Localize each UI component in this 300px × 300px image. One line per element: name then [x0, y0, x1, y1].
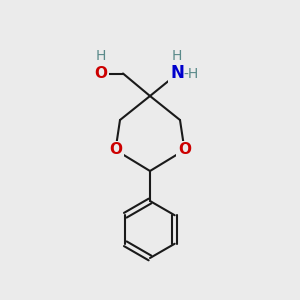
Text: O: O — [94, 66, 107, 81]
Text: N: N — [170, 64, 184, 82]
Text: O: O — [109, 142, 122, 158]
Text: -H: -H — [184, 67, 199, 80]
Text: H: H — [95, 49, 106, 63]
Text: H: H — [172, 49, 182, 63]
Text: O: O — [178, 142, 191, 158]
